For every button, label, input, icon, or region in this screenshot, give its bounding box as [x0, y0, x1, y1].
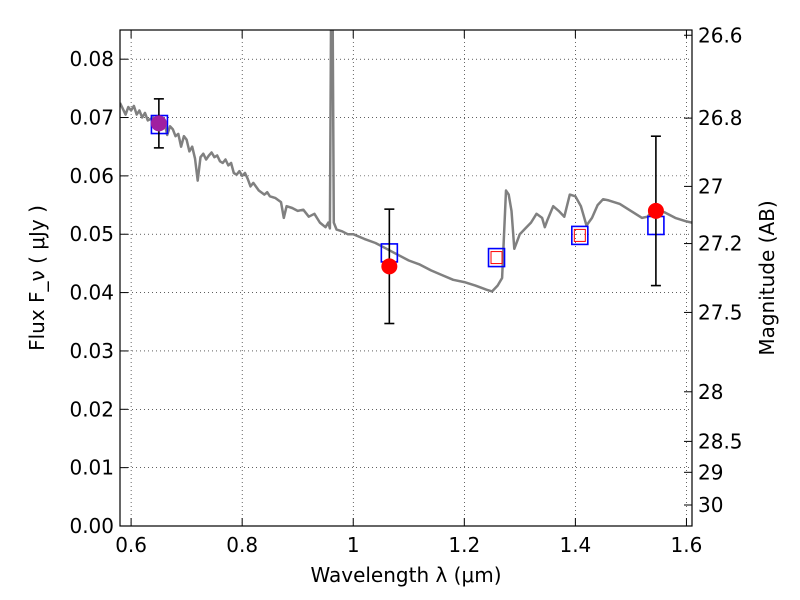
red-square-marker	[490, 251, 503, 265]
x-axis: 0.6 0.8 1 1.2 1.4 1.6	[115, 30, 702, 557]
y-tick-label: 0.01	[69, 456, 114, 480]
magnitude-tick-label: 27	[698, 174, 723, 198]
y-tick-label: 0.07	[69, 106, 114, 130]
blue-square-marker	[571, 225, 589, 246]
magnitude-tick-label: 28.5	[698, 429, 743, 453]
magnitude-tick-label: 28	[698, 380, 723, 404]
y-axis-magnitude: 26.6 26.8 27 27.2 27.5 28 28.5 29 30	[684, 23, 743, 517]
x-tick-label: 1.4	[559, 533, 591, 557]
observed-flux-point	[381, 258, 398, 275]
y-tick-label: 0.00	[69, 514, 114, 538]
blue-square-marker	[487, 247, 506, 268]
y-tick-label: 0.03	[69, 339, 114, 363]
y-tick-label: 0.06	[69, 164, 114, 188]
magnitude-tick-label: 29	[698, 460, 723, 484]
y-axis-left-label: Flux F_ν ( μJy )	[25, 205, 49, 351]
plot-background	[120, 30, 692, 526]
y-axis-flux: 0.00 0.01 0.02 0.03 0.04 0.05 0.06 0.07 0.08	[69, 47, 128, 538]
x-tick-label: 1.6	[671, 533, 703, 557]
data-markers	[150, 98, 665, 325]
red-square-marker	[573, 228, 586, 242]
magnitude-tick-label: 26.8	[698, 106, 743, 130]
observed-flux-point	[150, 115, 167, 132]
y-tick-label: 0.08	[69, 47, 114, 71]
observed-flux-point	[647, 202, 664, 219]
magnitude-tick-label: 27.5	[698, 300, 743, 324]
model-spectrum-line	[120, 30, 692, 293]
y-tick-label: 0.04	[69, 281, 114, 305]
magnitude-tick-label: 26.6	[698, 23, 743, 47]
plot-area	[120, 30, 692, 293]
x-axis-label: Wavelength λ (μm)	[310, 563, 501, 587]
y-axis-right-label: Magnitude (AB)	[755, 200, 779, 355]
magnitude-tick-label: 30	[698, 493, 723, 517]
magnitude-tick-label: 27.2	[698, 232, 743, 256]
x-tick-label: 1	[347, 533, 360, 557]
x-tick-label: 1.2	[448, 533, 480, 557]
x-tick-label: 0.8	[226, 533, 258, 557]
y-tick-label: 0.02	[69, 397, 114, 421]
y-tick-label: 0.05	[69, 222, 114, 246]
plot-frame	[119, 29, 693, 527]
x-tick-label: 0.6	[115, 533, 147, 557]
